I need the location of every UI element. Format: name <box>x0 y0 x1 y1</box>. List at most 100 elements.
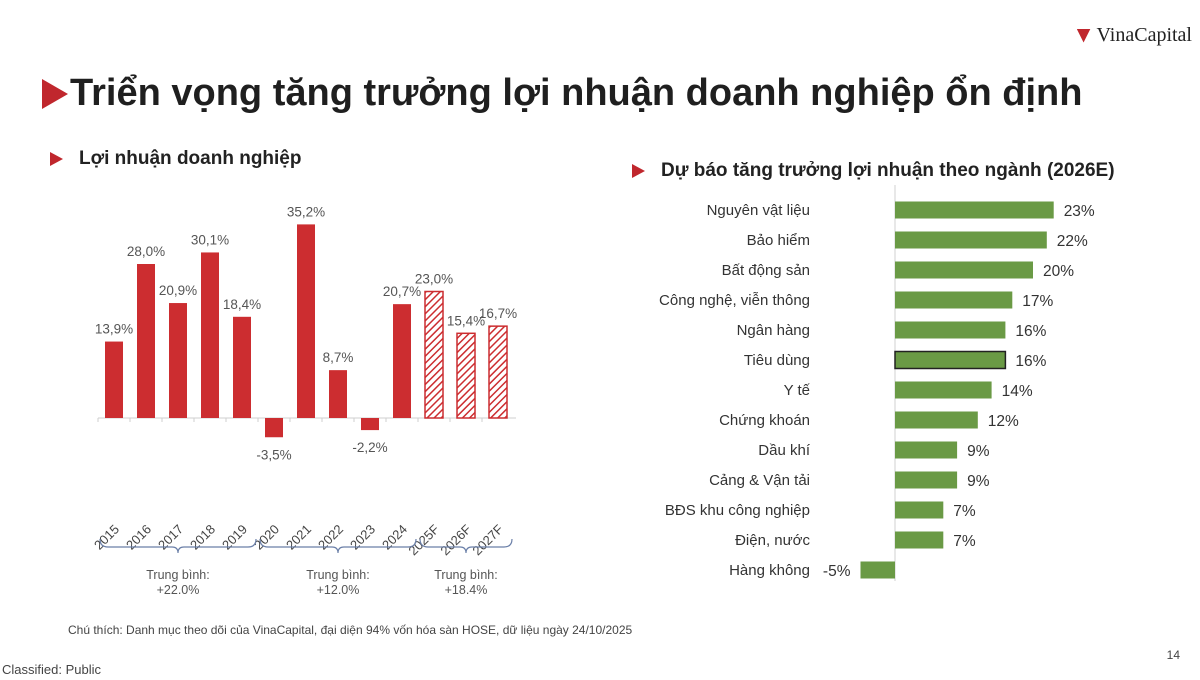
bar-2018 <box>201 252 219 418</box>
value-label-2021: 35,2% <box>287 204 325 219</box>
bar-2017 <box>169 303 187 418</box>
tick-label-2018: 2018 <box>187 522 218 553</box>
value-label-2016: 28,0% <box>127 244 165 259</box>
value-label-2015: 13,9% <box>95 322 133 337</box>
group-value-1: +12.0% <box>317 583 360 597</box>
profit-growth-chart: 13,9%201528,0%201620,9%201730,1%201818,4… <box>91 204 517 597</box>
value-label-2: 22% <box>1057 233 1088 250</box>
slide-title-row: Triển vọng tăng trưởng lợi nhuận doanh n… <box>42 72 1082 115</box>
bar-2019 <box>233 316 251 418</box>
bar-2 <box>895 231 1047 249</box>
tick-label-2019: 2019 <box>219 522 250 553</box>
bar-2020 <box>265 418 283 438</box>
category-label-5: Ngân hàng <box>737 322 810 339</box>
category-label-10: Cảng & Vận tải <box>709 472 810 489</box>
category-label-9: Dầu khí <box>758 442 811 459</box>
category-label-7: Y tế <box>784 382 811 399</box>
bar-9 <box>895 441 958 459</box>
category-label-2: Bảo hiểm <box>747 232 810 249</box>
bar-2025F <box>424 290 444 419</box>
value-label-2025F: 23,0% <box>415 272 453 287</box>
bar-2021 <box>297 224 315 418</box>
bar-4 <box>895 291 1013 309</box>
value-label-2017: 20,9% <box>159 283 197 298</box>
value-label-12: 7% <box>953 533 976 550</box>
value-label-2019: 18,4% <box>223 297 261 312</box>
value-label-3: 20% <box>1043 263 1074 280</box>
bar-13 <box>860 561 895 579</box>
sector-growth-chart: Nguyên vật liệu 23% Bảo hiểm 22% Bất động sả… <box>659 185 1095 581</box>
bar-2015 <box>105 341 123 418</box>
value-label-2020: -3,5% <box>256 447 291 462</box>
bar-2027F <box>488 325 508 419</box>
group-value-2: +18.4% <box>445 583 488 597</box>
value-label-1: 23% <box>1064 203 1095 220</box>
bar-3 <box>895 261 1033 279</box>
category-label-11: BĐS khu công nghiệp <box>665 502 810 519</box>
bar-2023 <box>361 418 379 431</box>
logo-mark-icon <box>1076 28 1091 43</box>
value-label-2024: 20,7% <box>383 284 421 299</box>
group-label-1: Trung bình: <box>306 568 369 582</box>
group-label-2: Trung bình: <box>434 568 497 582</box>
tick-label-2025F: 2025F <box>405 521 442 558</box>
left-heading-row: Lợi nhuận doanh nghiệp <box>50 148 301 170</box>
value-label-2026F: 15,4% <box>447 313 485 328</box>
tick-label-2023: 2023 <box>347 522 378 553</box>
value-label-9: 9% <box>967 443 990 460</box>
bar-5 <box>895 321 1006 339</box>
right-heading-row: Dự báo tăng trưởng lợi nhuận theo ngành … <box>632 160 1115 182</box>
left-heading: Lợi nhuận doanh nghiệp <box>79 148 302 169</box>
left-heading-triangle-icon <box>50 152 63 166</box>
value-label-4: 17% <box>1022 293 1053 310</box>
bar-8 <box>895 411 978 429</box>
category-label-8: Chứng khoán <box>719 412 810 429</box>
category-label-3: Bất động sản <box>722 262 810 279</box>
right-heading-triangle-icon <box>632 164 645 178</box>
bar-11 <box>895 501 944 519</box>
tick-label-2016: 2016 <box>123 522 154 553</box>
group-brace-2 <box>419 538 513 554</box>
value-label-2023: -2,2% <box>352 440 387 455</box>
category-label-1: Nguyên vật liệu <box>707 202 810 219</box>
brand-logo: VinaCapital <box>1076 24 1192 47</box>
right-heading: Dự báo tăng trưởng lợi nhuận theo ngành … <box>661 160 1115 181</box>
tick-label-2015: 2015 <box>91 522 122 553</box>
value-label-10: 9% <box>967 473 990 490</box>
bar-1 <box>895 201 1054 219</box>
value-label-2027F: 16,7% <box>479 306 517 321</box>
value-label-13: -5% <box>823 563 851 580</box>
bar-6 <box>894 350 1007 370</box>
bar-2022 <box>329 370 347 418</box>
category-label-4: Công nghệ, viễn thông <box>659 292 810 309</box>
footnote: Chú thích: Danh mục theo dõi của VinaCap… <box>68 623 633 637</box>
value-label-2018: 30,1% <box>191 232 229 247</box>
tick-label-2021: 2021 <box>283 522 314 553</box>
category-label-6: Tiêu dùng <box>744 352 810 369</box>
bar-2024 <box>393 304 411 418</box>
value-label-5: 16% <box>1015 323 1046 340</box>
page-number: 14 <box>1166 648 1180 662</box>
group-value-0: +22.0% <box>157 583 200 597</box>
title-triangle-icon <box>42 78 68 109</box>
group-label-0: Trung bình: <box>146 568 209 582</box>
value-label-7: 14% <box>1002 383 1033 400</box>
tick-label-2026F: 2026F <box>437 521 474 558</box>
group-brace-1 <box>259 538 417 554</box>
bar-2016 <box>137 264 155 418</box>
tick-label-2027F: 2027F <box>469 521 506 558</box>
category-label-13: Hàng không <box>729 562 810 579</box>
brand-name: VinaCapital <box>1096 24 1192 46</box>
value-label-8: 12% <box>988 413 1019 430</box>
bar-7 <box>895 381 992 399</box>
bar-2026F <box>456 332 476 419</box>
value-label-6: 16% <box>1015 353 1046 370</box>
classification-label: Classified: Public <box>2 662 101 677</box>
bar-12 <box>895 531 944 549</box>
bar-10 <box>895 471 958 489</box>
slide-title: Triển vọng tăng trưởng lợi nhuận doanh n… <box>70 72 1083 114</box>
tick-label-2020: 2020 <box>251 522 282 553</box>
category-label-12: Điện, nước <box>735 532 810 549</box>
value-label-11: 7% <box>953 503 976 520</box>
value-label-2022: 8,7% <box>323 350 354 365</box>
